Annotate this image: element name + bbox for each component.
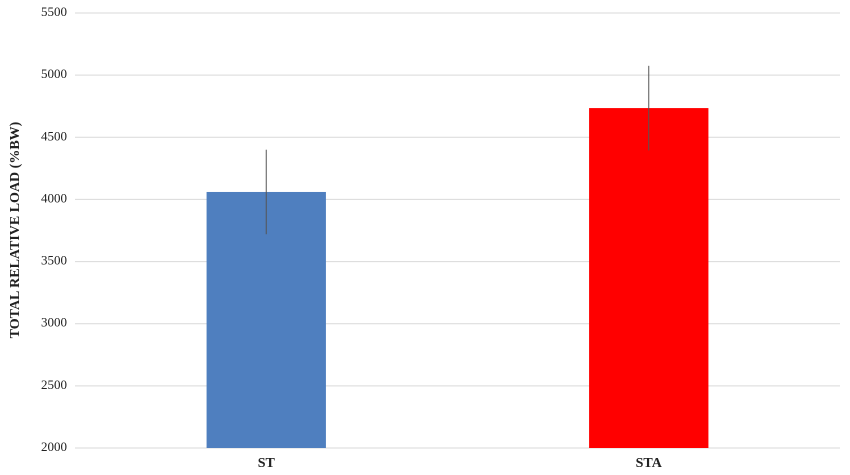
y-tick-label: 5500 <box>41 4 67 19</box>
x-tick-label: STA <box>636 456 663 471</box>
y-tick-label: 4500 <box>41 128 67 143</box>
y-tick-label: 2500 <box>41 377 67 392</box>
y-axis-label: TOTAL RELATIVE LOAD (%BW) <box>8 121 23 338</box>
bar <box>206 191 326 448</box>
y-tick-label: 2000 <box>41 439 67 454</box>
y-tick-label: 5000 <box>41 66 67 81</box>
y-tick-label: 3000 <box>41 315 67 330</box>
y-tick-label: 3500 <box>41 253 67 268</box>
x-tick-label: ST <box>258 456 276 471</box>
bar <box>589 108 709 448</box>
y-tick-label: 4000 <box>41 190 67 205</box>
